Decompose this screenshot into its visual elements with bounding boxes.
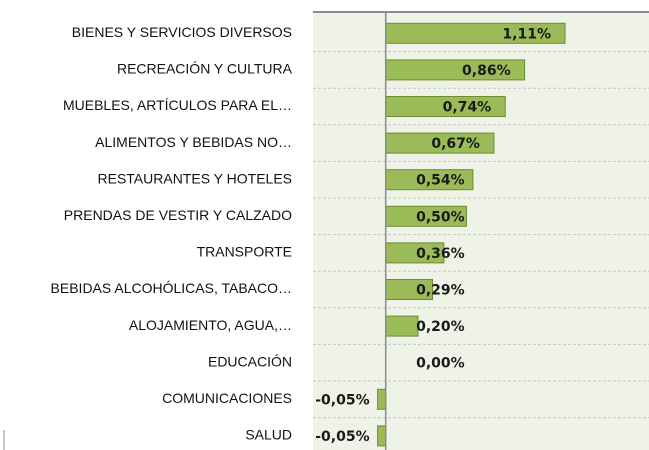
category-label: PRENDAS DE VESTIR Y CALZADO	[64, 207, 292, 223]
category-label: ALIMENTOS Y BEBIDAS NO…	[95, 134, 292, 150]
value-label: 1,11%	[502, 26, 551, 42]
value-label: 0,36%	[416, 246, 465, 262]
plot-area	[313, 12, 649, 450]
value-label: 0,20%	[416, 319, 465, 335]
bar	[385, 315, 419, 337]
category-label: COMUNICACIONES	[162, 390, 292, 406]
value-label: 0,00%	[416, 356, 465, 372]
bar	[377, 388, 387, 410]
value-label: 0,50%	[416, 209, 465, 225]
value-label: -0,05%	[315, 392, 369, 408]
category-label: RESTAURANTES Y HOTELES	[98, 170, 293, 186]
value-label: 0,86%	[462, 63, 511, 79]
value-label: -0,05%	[315, 429, 369, 445]
category-label: ALOJAMIENTO, AGUA,…	[129, 317, 292, 333]
value-label: 0,54%	[416, 173, 465, 189]
category-label: RECREACIÓN Y CULTURA	[117, 61, 293, 77]
category-label: SALUD	[245, 427, 292, 443]
value-label: 0,67%	[431, 136, 480, 152]
category-label: MUEBLES, ARTÍCULOS PARA EL…	[63, 97, 292, 113]
category-label: BIENES Y SERVICIOS DIVERSOS	[72, 24, 292, 40]
value-label: 0,29%	[416, 283, 465, 299]
category-label: EDUCACIÓN	[208, 353, 292, 369]
bar	[377, 425, 387, 447]
category-label: BEBIDAS ALCOHÓLICAS, TABACO…	[51, 280, 292, 296]
value-label: 0,74%	[443, 100, 492, 116]
category-label: TRANSPORTE	[197, 244, 292, 260]
